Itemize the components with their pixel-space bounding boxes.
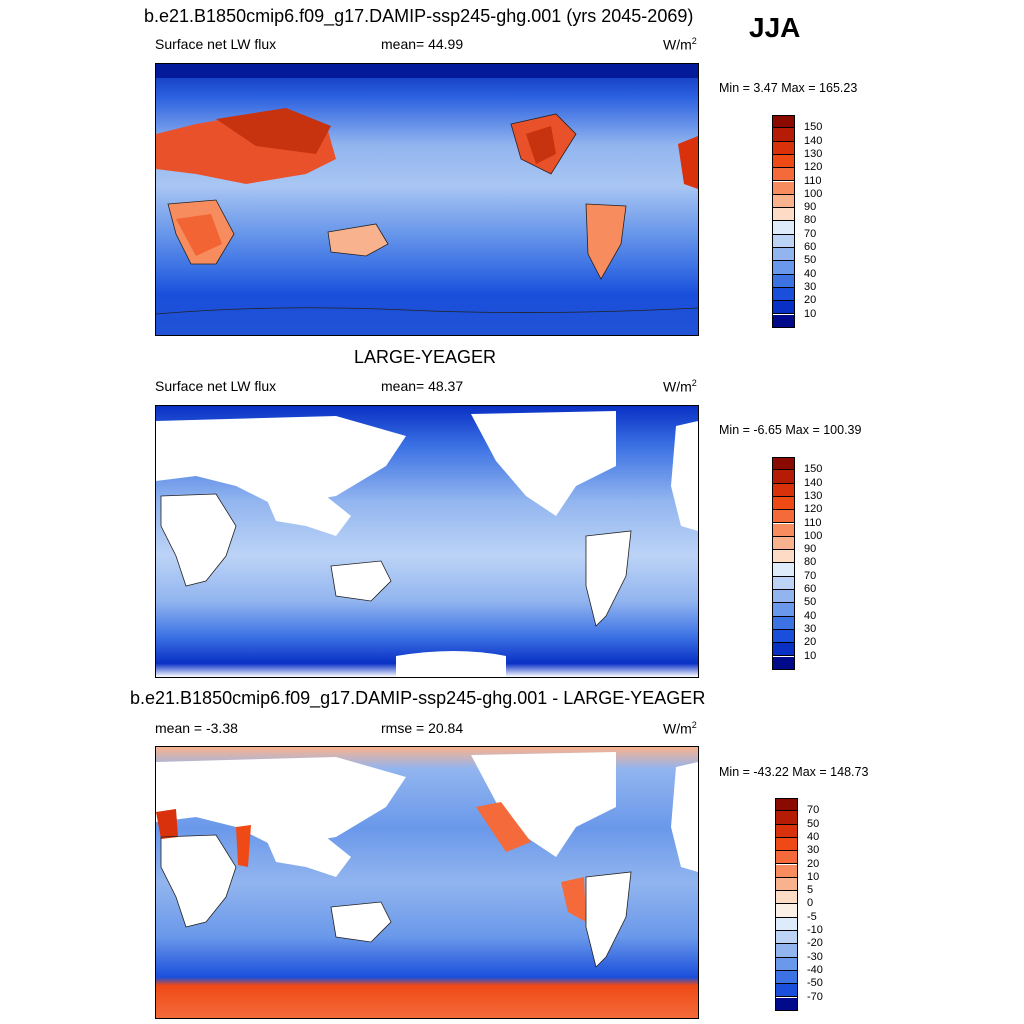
panel-3-title: b.e21.B1850cmip6.f09_g17.DAMIP-ssp245-gh… [130, 688, 706, 708]
colorbar-tick-label: 70 [804, 569, 817, 582]
colorbar-tick-label: -10 [807, 924, 823, 936]
panel-2-title: LARGE-YEAGER [354, 347, 497, 367]
colorbar-tick-label: 110 [804, 174, 822, 187]
panel-1-units: W/m2 [663, 36, 697, 53]
colorbar-tick-label: 90 [804, 543, 817, 556]
panel-2-mean-label: mean= 48.37 [381, 378, 464, 394]
colorbar-tick-label: 5 [807, 884, 814, 897]
colorbar-tick-label: 50 [804, 596, 817, 609]
colorbar-tick-label: -20 [807, 937, 823, 950]
colorbar-tick-label: -70 [807, 990, 823, 1003]
colorbar-tick-label: 70 [807, 804, 820, 817]
colorbar-tick-label: 30 [804, 280, 817, 293]
colorbar-tick-label: 60 [804, 241, 817, 253]
colorbar-tick-label: 120 [804, 503, 823, 516]
colorbar-tick-label: 10 [804, 649, 817, 662]
colorbar-tick-label: -50 [807, 977, 823, 990]
colorbar-tick-label: -30 [807, 950, 823, 963]
panel-3-mean-label: mean = -3.38 [155, 720, 238, 736]
colorbar-tick-label: 40 [804, 609, 817, 622]
season-label: JJA [749, 12, 801, 43]
panel-2-units: W/m2 [663, 378, 697, 395]
colorbar-frame [772, 457, 795, 670]
colorbar-tick-label: 80 [804, 214, 817, 227]
colorbar-tick-label: 100 [804, 187, 823, 200]
colorbar-tick-label: 20 [804, 636, 817, 649]
colorbar-tick-label: 130 [804, 489, 823, 502]
colorbar-tick-label: 30 [807, 844, 820, 857]
panel-1-minmax: Min = 3.47 Max = 165.23 [719, 81, 858, 95]
colorbar-tick-label: 100 [804, 529, 823, 542]
colorbar-tick-label: 10 [807, 870, 820, 883]
colorbar-tick-label: 110 [804, 516, 822, 529]
colorbar-tick-label: 60 [804, 583, 817, 595]
colorbar-tick-label: 150 [804, 121, 823, 134]
panel-3-units: W/m2 [663, 720, 697, 737]
colorbar-tick-label: -5 [807, 910, 817, 923]
panel-2-variable-label: Surface net LW flux [155, 378, 277, 394]
colorbar-tick-label: 120 [804, 161, 823, 174]
panel-1-mean-label: mean= 44.99 [381, 36, 464, 52]
colorbar-tick-label: 140 [804, 134, 823, 147]
colorbar-tick-label: 40 [807, 830, 820, 843]
colorbar-tick-label: 50 [807, 817, 820, 830]
colorbar-tick-label: 0 [807, 897, 814, 910]
panel-1-variable-label: Surface net LW flux [155, 36, 277, 52]
colorbar-tick-label: 50 [804, 254, 817, 267]
panel-2-map [155, 405, 699, 678]
colorbar-tick-label: 150 [804, 463, 823, 476]
panel-3-minmax: Min = -43.22 Max = 148.73 [719, 765, 869, 779]
panel-1-title: b.e21.B1850cmip6.f09_g17.DAMIP-ssp245-gh… [144, 6, 694, 26]
colorbar-tick-label: 20 [807, 857, 820, 870]
colorbar-tick-label: 90 [804, 201, 817, 214]
colorbar-tick-label: 80 [804, 556, 817, 569]
panel-1-map [155, 63, 699, 336]
panel-3-map [155, 746, 699, 1019]
colorbar-tick-label: 70 [804, 227, 817, 240]
colorbar-tick-label: 40 [804, 267, 817, 280]
panel-2-minmax: Min = -6.65 Max = 100.39 [719, 423, 862, 437]
panel-3-rmse-label: rmse = 20.84 [381, 720, 464, 736]
colorbar-tick-label: 20 [804, 294, 817, 307]
colorbar-tick-label: 130 [804, 147, 823, 160]
colorbar-frame [775, 798, 798, 1011]
colorbar-tick-label: 140 [804, 476, 823, 489]
colorbar-tick-label: 30 [804, 622, 817, 635]
colorbar-tick-label: -40 [807, 963, 823, 976]
colorbar-tick-label: 10 [804, 307, 817, 320]
colorbar-frame [772, 115, 795, 328]
